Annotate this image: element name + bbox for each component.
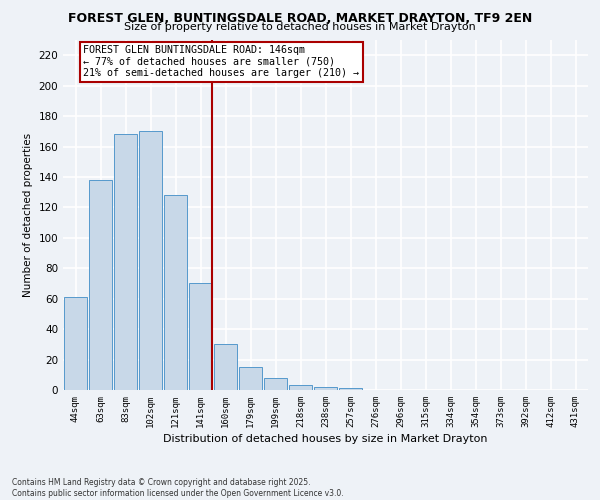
Bar — [239, 367, 262, 390]
Bar — [189, 284, 212, 390]
Bar — [114, 134, 137, 390]
Bar — [339, 388, 362, 390]
Text: FOREST GLEN BUNTINGSDALE ROAD: 146sqm
← 77% of detached houses are smaller (750): FOREST GLEN BUNTINGSDALE ROAD: 146sqm ← … — [83, 46, 359, 78]
Bar — [214, 344, 237, 390]
Bar — [289, 386, 312, 390]
Bar — [264, 378, 287, 390]
Bar — [139, 132, 162, 390]
Bar — [89, 180, 112, 390]
Bar — [64, 297, 87, 390]
Text: Size of property relative to detached houses in Market Drayton: Size of property relative to detached ho… — [124, 22, 476, 32]
Bar — [164, 195, 187, 390]
Text: Contains HM Land Registry data © Crown copyright and database right 2025.
Contai: Contains HM Land Registry data © Crown c… — [12, 478, 344, 498]
Y-axis label: Number of detached properties: Number of detached properties — [23, 133, 33, 297]
Bar — [314, 387, 337, 390]
Text: FOREST GLEN, BUNTINGSDALE ROAD, MARKET DRAYTON, TF9 2EN: FOREST GLEN, BUNTINGSDALE ROAD, MARKET D… — [68, 12, 532, 26]
X-axis label: Distribution of detached houses by size in Market Drayton: Distribution of detached houses by size … — [163, 434, 488, 444]
